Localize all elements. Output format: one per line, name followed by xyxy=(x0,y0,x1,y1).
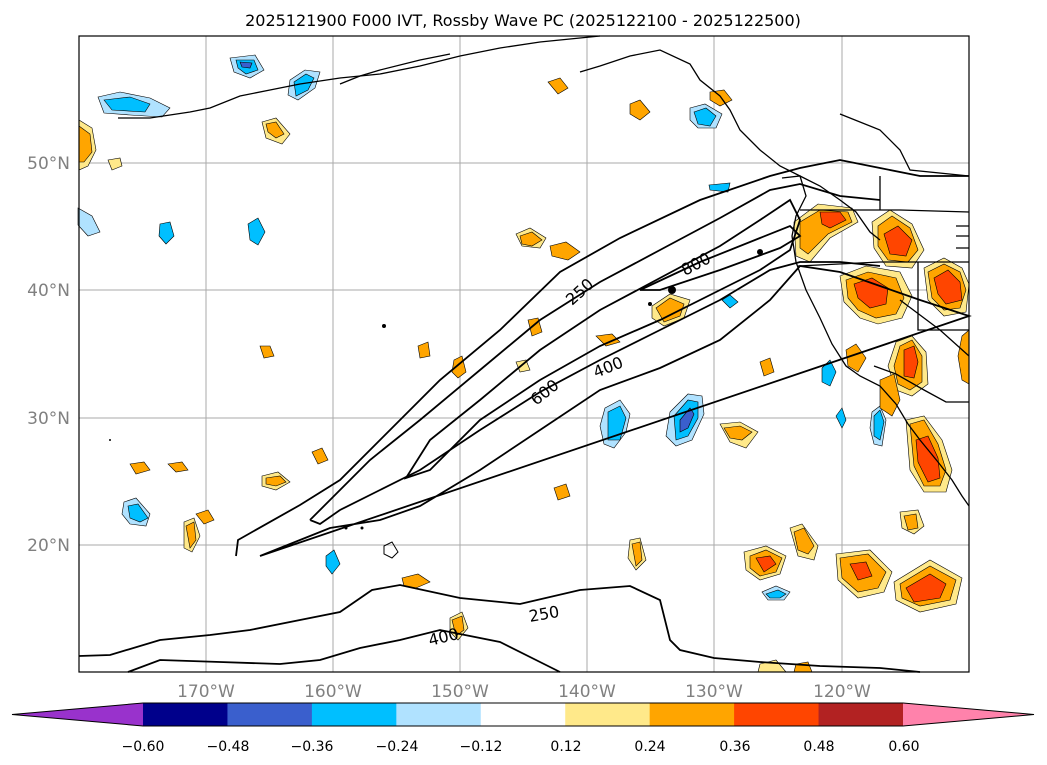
coastlines xyxy=(118,35,970,507)
colorbar-tick-label: 0.48 xyxy=(803,739,834,755)
longitude-tick-labels: 170°W 160°W 150°W 140°W 130°W 120°W xyxy=(177,682,871,702)
ivt-contour-400-south xyxy=(127,629,561,673)
map-panel: 250 800 600 400 250 400 xyxy=(77,35,972,673)
lon-tick-label: 140°W xyxy=(558,682,616,702)
ivt-contour-250-main xyxy=(235,159,972,557)
lat-tick-label: 50°N xyxy=(27,154,70,174)
colorbar-extend-low xyxy=(12,703,143,726)
lat-tick-label: 20°N xyxy=(27,536,70,556)
negative-anomaly-patches xyxy=(77,54,887,601)
colorbar-outline xyxy=(11,702,1035,727)
lon-tick-label: 170°W xyxy=(177,682,235,702)
colorbar-swatch xyxy=(480,703,566,726)
colorbar-swatches xyxy=(11,702,1035,727)
positive-anomaly-patches xyxy=(78,77,970,673)
colorbar-extend-high xyxy=(903,703,1034,726)
ivt-contour-800-main xyxy=(639,224,802,291)
lat-tick-label: 40°N xyxy=(27,281,70,301)
colorbar-swatch xyxy=(734,703,820,726)
colorbar-swatch xyxy=(396,703,482,726)
ivt-contour-400-main xyxy=(309,183,881,526)
ivt-contours xyxy=(78,159,972,673)
colorbar-tick-label: −0.24 xyxy=(376,739,419,755)
map-frame xyxy=(78,35,970,673)
colorbar-tick-label: −0.36 xyxy=(291,739,334,755)
lon-tick-label: 130°W xyxy=(685,682,743,702)
colorbar-tick-label: 0.60 xyxy=(888,739,919,755)
colorbar-tick-label: 0.36 xyxy=(719,739,750,755)
colorbar: −0.60 −0.48 −0.36 −0.24 −0.12 0.12 0.24 … xyxy=(11,702,1035,755)
colorbar-tick-label: 0.24 xyxy=(634,739,665,755)
colorbar-tick-label: −0.60 xyxy=(122,739,165,755)
colorbar-swatch xyxy=(565,703,651,726)
lon-tick-label: 160°W xyxy=(304,682,362,702)
latitude-tick-labels: 20°N 30°N 40°N 50°N xyxy=(27,154,70,556)
colorbar-swatch xyxy=(818,703,904,726)
colorbar-swatch xyxy=(311,703,397,726)
lat-tick-label: 30°N xyxy=(27,409,70,429)
colorbar-swatch xyxy=(143,703,228,726)
lon-tick-label: 150°W xyxy=(431,682,489,702)
colorbar-tick-label: 0.12 xyxy=(550,739,581,755)
colorbar-swatch xyxy=(649,703,735,726)
map-title: 2025121900 F000 IVT, Rossby Wave PC (202… xyxy=(245,11,801,30)
colorbar-swatch xyxy=(227,703,313,726)
colorbar-tick-labels: −0.60 −0.48 −0.36 −0.24 −0.12 0.12 0.24 … xyxy=(122,739,920,755)
islands xyxy=(109,249,763,559)
lon-tick-label: 120°W xyxy=(813,682,871,702)
colorbar-tick-label: −0.12 xyxy=(460,739,503,755)
ivt-contour-600-main xyxy=(403,198,801,480)
ivt-contour-250-south xyxy=(78,584,921,673)
colorbar-tick-label: −0.48 xyxy=(207,739,250,755)
